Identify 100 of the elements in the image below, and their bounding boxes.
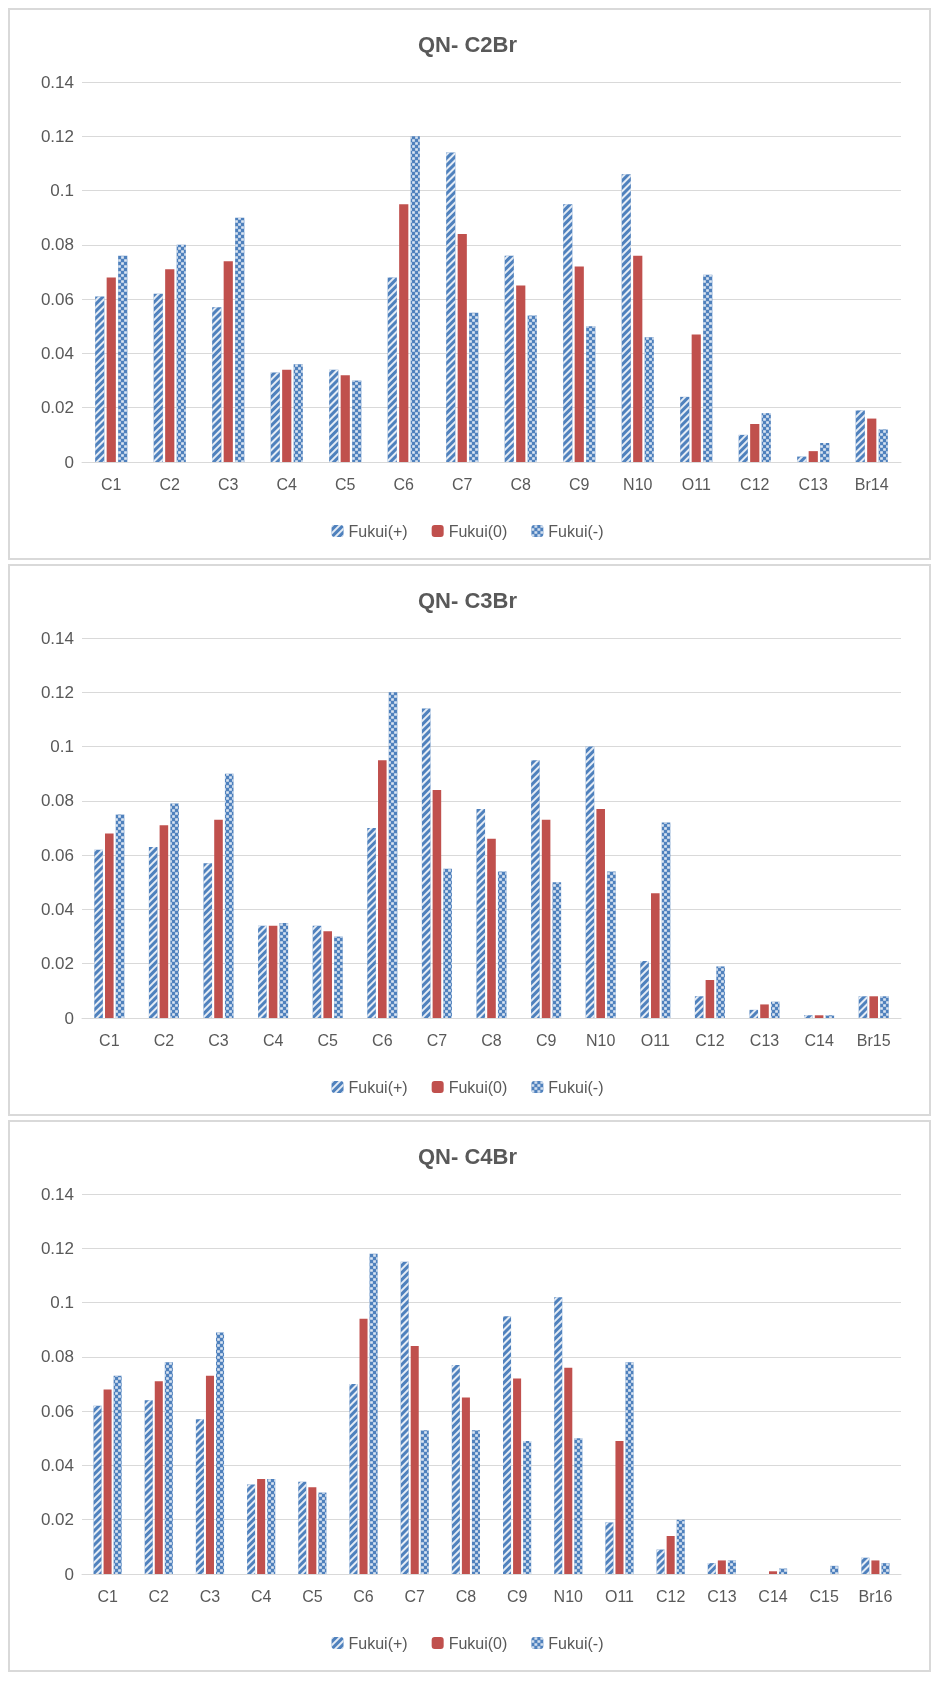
legend-label: Fukui(+): [348, 522, 408, 540]
y-tick-label: 0.04: [40, 1455, 74, 1475]
bar: [814, 1015, 824, 1018]
y-tick-label: 0.02: [40, 1510, 74, 1530]
bar: [282, 369, 292, 462]
bar: [257, 1479, 266, 1574]
y-tick-label: 0.08: [40, 1347, 74, 1367]
legend-label: Fukui(0): [448, 522, 508, 540]
x-tick-label: Br14: [854, 475, 889, 493]
y-tick-label: 0.14: [40, 628, 74, 648]
x-tick-label: Br15: [856, 1031, 891, 1049]
x-tick-label: C12: [695, 1031, 725, 1049]
bar: [214, 819, 223, 1018]
bar: [205, 1375, 214, 1574]
x-tick-label: N10: [553, 1587, 584, 1605]
bar: [308, 1487, 317, 1574]
x-tick-label: C5: [335, 475, 356, 493]
y-tick-label: 0.06: [40, 289, 74, 309]
y-tick-label: 0.02: [40, 398, 74, 418]
x-tick-label: C1: [97, 1587, 118, 1605]
y-tick-label: 0.08: [40, 791, 74, 811]
bar: [165, 269, 175, 462]
bar: [691, 334, 701, 462]
x-tick-label: C2: [159, 475, 181, 493]
x-tick-label: C14: [758, 1587, 788, 1605]
y-tick-label: 0.1: [50, 1293, 74, 1313]
y-tick-label: 0: [64, 1008, 74, 1028]
x-tick-label: C15: [809, 1587, 839, 1605]
bar: [541, 819, 551, 1018]
x-tick-label: C7: [404, 1587, 426, 1605]
x-tick-label: C14: [804, 1031, 834, 1049]
x-tick-label: C12: [740, 475, 770, 493]
bar: [378, 760, 387, 1018]
legend-label: Fukui(-): [548, 522, 604, 540]
bar: [808, 451, 818, 462]
y-tick-label: 0.12: [40, 1238, 74, 1258]
x-tick-label: C5: [302, 1587, 323, 1605]
x-tick-label: C7: [426, 1031, 448, 1049]
bar: [867, 418, 877, 462]
bar: [574, 266, 584, 462]
x-tick-label: O11: [640, 1031, 670, 1049]
x-tick-label: C3: [218, 475, 239, 493]
bar: [105, 833, 114, 1018]
x-tick-label: C6: [372, 1031, 393, 1049]
x-tick-label: C8: [510, 475, 532, 493]
bar: [340, 375, 350, 462]
bar: [432, 790, 442, 1018]
bar: [154, 1381, 163, 1574]
bar: [513, 1378, 522, 1574]
bar: [359, 1318, 368, 1574]
x-tick-label: O11: [604, 1587, 635, 1605]
y-tick-label: 0.14: [40, 1184, 74, 1204]
x-tick-label: C13: [749, 1031, 780, 1049]
x-tick-label: N10: [586, 1031, 616, 1049]
bar: [666, 1536, 675, 1574]
x-tick-label: C12: [655, 1587, 686, 1605]
x-tick-label: N10: [623, 475, 653, 493]
x-tick-label: C3: [199, 1587, 221, 1605]
y-tick-label: 0.04: [40, 899, 74, 919]
bar: [410, 1346, 419, 1574]
x-tick-label: C2: [148, 1587, 170, 1605]
y-tick-label: 0.14: [40, 72, 74, 92]
legend-label: Fukui(-): [548, 1634, 604, 1652]
x-tick-label: C5: [317, 1031, 339, 1049]
bar: [461, 1397, 470, 1574]
x-tick-label: C9: [506, 1587, 528, 1605]
x-tick-label: C13: [707, 1587, 737, 1605]
legend-label: Fukui(0): [448, 1078, 508, 1096]
x-tick-label: C1: [101, 475, 122, 493]
bar: [516, 285, 526, 462]
x-tick-label: C9: [569, 475, 590, 493]
bar: [223, 261, 233, 462]
x-tick-label: Br16: [858, 1587, 893, 1605]
y-tick-label: 0.06: [40, 1401, 74, 1421]
y-tick-label: 0: [64, 452, 74, 472]
bar: [615, 1441, 624, 1574]
bar: [869, 996, 878, 1018]
bar: [323, 931, 332, 1018]
bar: [399, 204, 409, 462]
x-tick-label: O11: [681, 475, 711, 493]
bar: [106, 277, 116, 462]
legend-label: Fukui(+): [348, 1078, 408, 1096]
x-tick-label: C6: [393, 475, 415, 493]
x-tick-label: C8: [481, 1031, 502, 1049]
bar: [717, 1560, 726, 1574]
bar: [871, 1560, 880, 1574]
bar: [596, 809, 605, 1018]
y-tick-label: 0: [64, 1564, 74, 1584]
y-tick-label: 0.02: [40, 954, 74, 974]
bar: [268, 925, 278, 1018]
x-tick-label: C7: [452, 475, 473, 493]
y-tick-label: 0.12: [40, 682, 74, 702]
x-tick-label: C4: [262, 1031, 284, 1049]
bar: [633, 255, 643, 462]
x-tick-label: C9: [535, 1031, 557, 1049]
bar: [705, 980, 715, 1018]
x-tick-label: C4: [276, 475, 298, 493]
bar: [651, 893, 660, 1018]
x-tick-label: C2: [153, 1031, 175, 1049]
legend-label: Fukui(0): [448, 1634, 508, 1652]
